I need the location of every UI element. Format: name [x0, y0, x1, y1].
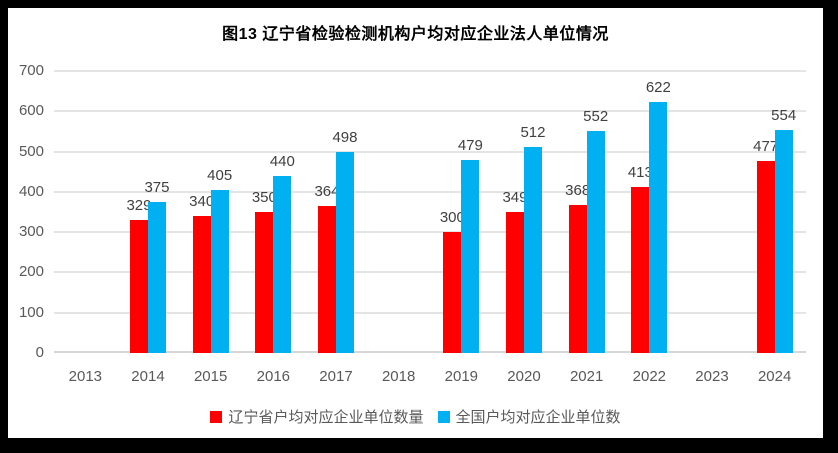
bar-national-2020: 512 [520, 124, 546, 353]
x-tick-label-2021: 2021 [569, 368, 604, 385]
data-label-liaoning-2019: 300 [439, 209, 465, 227]
bar-national-2014: 375 [144, 179, 170, 353]
chart-canvas: 图13 辽宁省检验检测机构户均对应企业法人单位情况 0 100 200 300 400 5… [8, 8, 823, 438]
x-tick-label-2023: 2023 [695, 368, 729, 385]
bar-liaoning-2020: 349 [502, 189, 528, 353]
bar-national-2022: 622 [646, 79, 671, 353]
data-label-national-2021: 552 [583, 107, 609, 125]
data-label-liaoning-2021: 368 [565, 181, 591, 199]
bar-national-2019: 479 [458, 137, 483, 353]
x-tick-label-2022: 2022 [632, 368, 667, 385]
data-label-national-2016: 440 [269, 152, 295, 170]
x-tick-label-2020: 2020 [507, 368, 541, 385]
x-tick-label-2015: 2015 [193, 368, 228, 385]
data-label-national-2017: 498 [332, 129, 358, 147]
bar-liaoning-2014: 329 [126, 197, 152, 353]
data-label-national-2015: 405 [207, 166, 233, 184]
data-label-liaoning-2016: 350 [251, 189, 277, 206]
x-tick-label-2016: 2016 [256, 368, 291, 385]
x-tick-label-2017: 2017 [319, 368, 353, 385]
gridline-600 [54, 110, 806, 113]
y-tick-label-600: 600 [18, 102, 44, 120]
category-group-2013 [54, 71, 117, 353]
y-tick-label-300: 300 [18, 223, 44, 241]
bar-liaoning-2022: 413 [628, 164, 653, 353]
y-tick-label-400: 400 [18, 182, 44, 200]
bar-liaoning-2019: 300 [440, 209, 465, 353]
bar-liaoning-2021: 368 [565, 182, 590, 353]
data-label-national-2014: 375 [144, 178, 170, 196]
data-label-liaoning-2020: 349 [502, 189, 528, 207]
x-tick-label-2014: 2014 [131, 368, 165, 385]
legend-label-national: 全国户均对应企业单位数 [455, 409, 621, 426]
y-tick-label-500: 500 [18, 142, 44, 160]
category-group-2024: 477 554 [743, 71, 806, 353]
category-group-2015: 340 405 [179, 71, 242, 353]
category-group-2020: 349 512 [493, 71, 556, 353]
legend-swatch-liaoning [210, 410, 223, 423]
category-group-2023 [681, 71, 744, 353]
gridline-700 [54, 70, 806, 72]
gridline-500 [54, 150, 806, 153]
bar-liaoning-2016: 350 [252, 189, 277, 353]
chart-title: 图13 辽宁省检验检测机构户均对应企业法人单位情况 [222, 26, 609, 43]
data-label-national-2024: 554 [771, 106, 797, 124]
y-tick-label-100: 100 [18, 303, 44, 321]
category-group-2022: 413 622 [618, 71, 681, 353]
gridline-400 [54, 190, 806, 193]
data-label-national-2019: 479 [457, 137, 483, 155]
gridline-300 [54, 231, 806, 234]
category-group-2021: 368 552 [555, 71, 618, 353]
legend-swatch-national [437, 410, 450, 423]
data-label-liaoning-2022: 413 [627, 163, 653, 181]
data-label-liaoning-2024: 477 [753, 137, 779, 155]
category-group-2016: 350 440 [242, 71, 305, 353]
category-group-2014: 329 375 [117, 71, 180, 353]
legend-label-liaoning: 辽宁省户均对应企业单位数量 [228, 409, 424, 426]
bar-liaoning-2017: 364 [314, 183, 340, 353]
data-label-liaoning-2014: 329 [126, 197, 152, 215]
x-tick-label-2019: 2019 [444, 368, 479, 385]
data-label-liaoning-2017: 364 [314, 183, 340, 201]
gridline-200 [54, 271, 806, 274]
category-group-2018 [367, 71, 430, 353]
bar-national-2017: 498 [332, 129, 358, 353]
category-group-2019: 300 479 [430, 71, 493, 353]
bar-national-2021: 552 [583, 108, 608, 353]
x-axis-line [54, 351, 806, 353]
data-label-liaoning-2015: 340 [189, 193, 215, 211]
plot-area: 0 100 200 300 400 500 600 700 329 375 340 405 350 440… [19, 62, 806, 361]
x-tick-label-2018: 2018 [381, 368, 416, 385]
x-axis: 2013 2014 2015 2016 2017 2018 2019 2020 2021 2022… [54, 368, 806, 388]
y-tick-label-700: 700 [18, 62, 44, 79]
data-label-national-2020: 512 [520, 123, 546, 141]
y-tick-label-0: 0 [35, 344, 44, 361]
bar-liaoning-2015: 340 [189, 193, 214, 353]
bar-national-2015: 405 [207, 167, 232, 353]
category-group-2017: 364 498 [305, 71, 368, 353]
data-label-national-2022: 622 [645, 79, 671, 97]
bar-liaoning-2024: 477 [753, 138, 778, 353]
legend-item-liaoning: 辽宁省户均对应企业单位数量 [210, 406, 424, 427]
bar-national-2016: 440 [270, 153, 295, 353]
gridline-100 [54, 311, 806, 314]
x-tick-label-2013: 2013 [68, 368, 103, 385]
y-tick-label-200: 200 [18, 263, 44, 281]
legend-item-national: 全国户均对应企业单位数 [437, 406, 621, 427]
legend: 辽宁省户均对应企业单位数量 全国户均对应企业单位数 [8, 406, 823, 427]
bar-national-2024: 554 [771, 107, 796, 353]
x-tick-label-2024: 2024 [757, 368, 792, 385]
